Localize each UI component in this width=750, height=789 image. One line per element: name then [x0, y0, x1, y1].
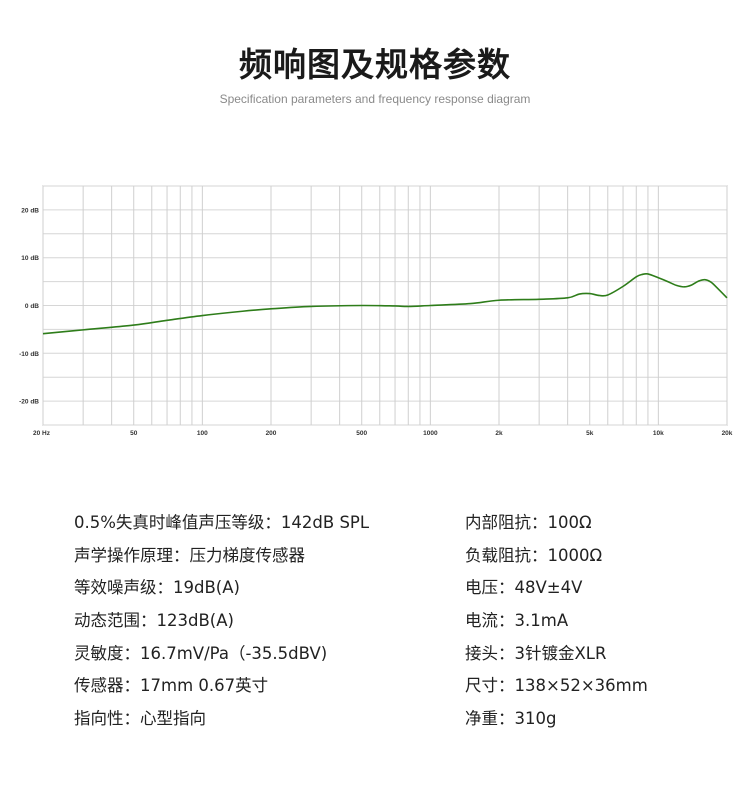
x-tick-label: 50: [130, 430, 138, 437]
y-tick-label: -20 dB: [19, 399, 39, 406]
spec-item: 灵敏度：16.7mV/Pa（-35.5dBV): [74, 643, 328, 663]
y-tick-label: 0 dB: [25, 303, 39, 310]
spec-item: 传感器：17mm 0.67英寸: [74, 676, 269, 696]
x-tick-label: 500: [356, 430, 367, 437]
spec-item: 声学操作原理：压力梯度传感器: [74, 545, 305, 565]
y-tick-label: 20 dB: [21, 207, 39, 214]
page-subtitle: Specification parameters and frequency r…: [219, 92, 531, 106]
spec-item: 指向性：心型指向: [74, 709, 206, 729]
x-tick-label: 200: [266, 430, 277, 437]
y-tick-label: 10 dB: [21, 255, 39, 262]
x-tick-label: 2k: [495, 430, 503, 437]
spec-item: 负载阻抗：1000Ω: [465, 545, 603, 565]
page-title: 频响图及规格参数: [239, 45, 511, 84]
spec-item: 等效噪声级：19dB(A): [74, 578, 240, 598]
spec-item: 内部阻抗：100Ω: [465, 513, 592, 532]
chart-tick-labels: 20 dB 10 dB 0 dB -10 dB -20 dB 20 Hz 50 100 200 5…: [19, 207, 733, 437]
spec-item: 0.5%失真时峰值声压等级：142dB SPL: [74, 513, 370, 532]
x-tick-label: 20 Hz: [33, 430, 51, 437]
frequency-response-chart: 20 dB 10 dB 0 dB -10 dB -20 dB 20 Hz 50 100 200 5…: [19, 185, 733, 437]
x-tick-label: 1000: [423, 430, 438, 437]
response-curve: [42, 272, 728, 335]
spec-item: 尺寸：138×52×36mm: [465, 676, 648, 696]
y-tick-label: -10 dB: [19, 351, 39, 358]
spec-item: 动态范围：123dB(A): [74, 611, 234, 631]
spec-list-right: 内部阻抗：100Ω 负载阻抗：1000Ω 电压：48V±4V 电流：3.1mA 接头：3…: [465, 508, 648, 737]
spec-item: 电流：3.1mA: [465, 611, 569, 631]
spec-item: 净重：310g: [465, 709, 557, 729]
spec-list-left: 0.5%失真时峰值声压等级：142dB SPL 声学操作原理：压力梯度传感器 等效噪…: [74, 508, 369, 737]
x-tick-label: 10k: [653, 430, 664, 437]
x-tick-label: 5k: [586, 430, 594, 437]
x-tick-label: 20k: [722, 430, 733, 437]
spec-item: 接头：3针镀金XLR: [465, 643, 607, 663]
spec-item: 电压：48V±4V: [465, 578, 583, 598]
x-tick-label: 100: [197, 430, 208, 437]
chart-grid: [42, 185, 728, 426]
